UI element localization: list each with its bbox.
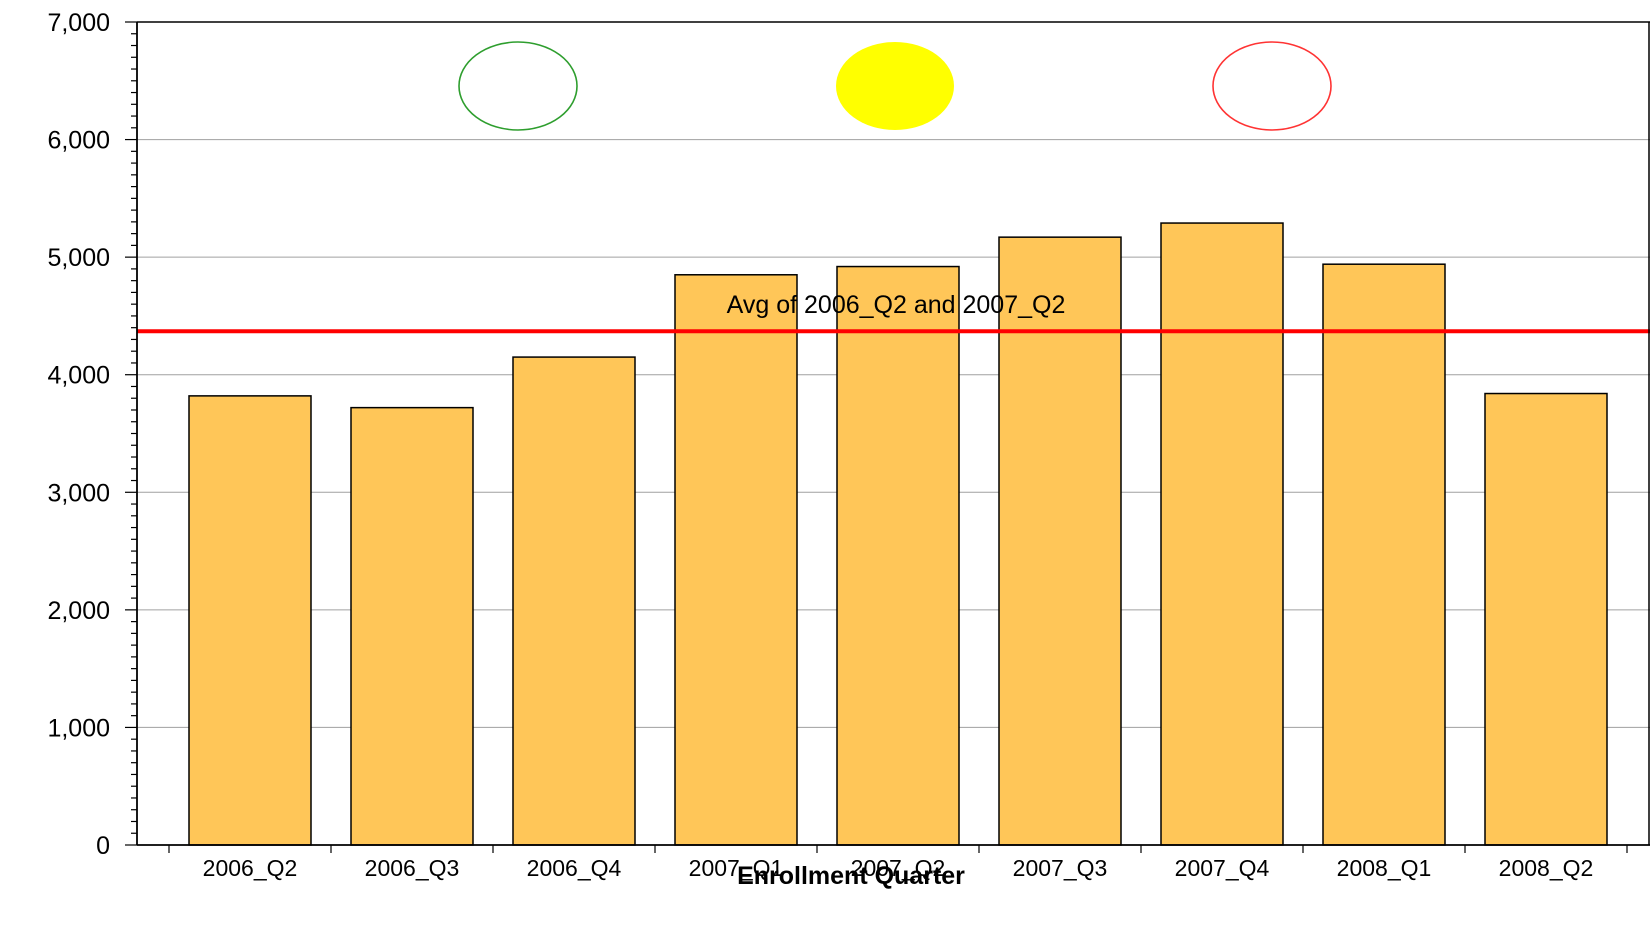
- reference-line-label: Avg of 2006_Q2 and 2007_Q2: [727, 291, 1066, 319]
- bar-2007_Q1: [674, 274, 798, 846]
- bar-2006_Q4: [512, 356, 636, 846]
- reference-line-group: Avg of 2006_Q2 and 2007_Q2: [137, 291, 1650, 334]
- axes: 0 1,000 2,000 3,000 4,000 5,000 6,000 7,000 2006…: [47, 9, 1650, 881]
- bar-2007_Q4: [1160, 222, 1284, 846]
- x-tick-label: 2008_Q2: [1499, 855, 1594, 881]
- yellow-indicator-circle: [836, 42, 954, 130]
- status-indicators: [458, 41, 1332, 131]
- x-tick-label: 2007_Q1: [689, 855, 784, 881]
- bar-2007_Q3: [998, 236, 1122, 846]
- x-tick-label: 2007_Q4: [1175, 855, 1270, 881]
- y-tick-label: 2,000: [47, 597, 110, 625]
- x-tick-label: 2006_Q2: [203, 855, 298, 881]
- x-tick-label: 2007_Q3: [1013, 855, 1108, 881]
- y-tick-label: 7,000: [47, 9, 110, 37]
- y-tick-label: 6,000: [47, 127, 110, 155]
- y-tick-label: 5,000: [47, 244, 110, 272]
- red-indicator-circle: [1212, 41, 1332, 131]
- bar-2008_Q2: [1484, 392, 1608, 846]
- x-tick-label: 2007_Q2: [851, 855, 946, 881]
- bar-2008_Q1: [1322, 263, 1446, 846]
- bar-2006_Q2: [188, 395, 312, 846]
- y-tick-label: 4,000: [47, 362, 110, 390]
- green-indicator-circle: [458, 41, 578, 131]
- bar-2006_Q3: [350, 406, 474, 846]
- x-tick-label: 2006_Q4: [527, 855, 622, 881]
- y-tick-label: 3,000: [47, 479, 110, 507]
- bars: [188, 222, 1608, 846]
- x-tick-label: 2008_Q1: [1337, 855, 1432, 881]
- bar-2007_Q2: [836, 265, 960, 846]
- x-axis-title: Enrollment Quarter: [737, 862, 965, 890]
- y-tick-label: 0: [96, 832, 110, 860]
- y-tick-label: 1,000: [47, 714, 110, 742]
- x-tick-label: 2006_Q3: [365, 855, 460, 881]
